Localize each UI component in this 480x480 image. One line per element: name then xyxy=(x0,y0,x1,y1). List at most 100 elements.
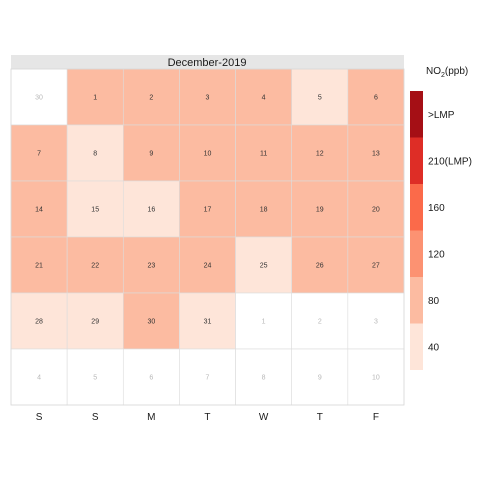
calendar-day-label: 21 xyxy=(35,263,43,270)
legend-title: NO2(ppb) xyxy=(426,66,468,79)
calendar-day-label: 2 xyxy=(318,319,322,326)
calendar-day-label: 4 xyxy=(37,375,41,382)
calendar-day-label: 8 xyxy=(262,375,266,382)
calendar-day-label: 5 xyxy=(318,95,322,102)
calendar-day-label: 5 xyxy=(93,375,97,382)
calendar-day-label: 1 xyxy=(93,95,97,102)
legend-color-band xyxy=(410,137,423,184)
calendar-cell xyxy=(347,292,405,350)
calendar-day-label: 2 xyxy=(149,95,153,102)
calendar-cell xyxy=(122,236,180,294)
calendar-cell xyxy=(347,124,405,182)
panel-border xyxy=(10,68,405,406)
calendar-day-label: 13 xyxy=(372,151,380,158)
calendar-day-label: 9 xyxy=(149,151,153,158)
calendar-cell xyxy=(179,348,236,406)
calendar-day-label: 18 xyxy=(260,207,268,214)
calendar-day-label: 25 xyxy=(260,263,268,270)
weekday-tick-label: S xyxy=(92,412,99,423)
calendar-day-label: 22 xyxy=(91,263,99,270)
calendar-day-label: 12 xyxy=(316,151,324,158)
calendar-day-label: 10 xyxy=(204,151,212,158)
calendar-cell xyxy=(291,236,349,294)
calendar-cell xyxy=(179,236,236,294)
calendar-cell xyxy=(66,180,124,238)
calendar-cell xyxy=(179,180,236,238)
calendar-cell xyxy=(10,68,68,126)
calendar-day-label: 28 xyxy=(35,319,43,326)
calendar-cell xyxy=(122,180,180,238)
weekday-tick-label: M xyxy=(147,412,155,423)
calendar-day-label: 9 xyxy=(318,375,322,382)
legend-band-label: 80 xyxy=(428,296,440,307)
calendar-cell xyxy=(179,124,236,182)
calendar-day-label: 20 xyxy=(372,207,380,214)
calendar-cell xyxy=(291,180,349,238)
calendar-cell xyxy=(235,292,292,350)
calendar-cell xyxy=(10,180,68,238)
calendar-cell xyxy=(122,292,180,350)
legend-band-label: 210(LMP) xyxy=(428,156,472,167)
weekday-tick-label: T xyxy=(204,412,210,423)
calendar-day-label: 8 xyxy=(93,151,97,158)
calendar-day-label: 1 xyxy=(262,319,266,326)
legend: 40 80 120 160 210(LMP) >LMP xyxy=(410,91,472,370)
calendar-day-label: 14 xyxy=(35,207,43,214)
chart-title: December-2019 xyxy=(168,57,247,69)
calendar-day-label: 10 xyxy=(372,375,380,382)
legend-band-label: 120 xyxy=(428,249,445,260)
calendar-cell xyxy=(66,124,124,182)
calendar-cell xyxy=(66,236,124,294)
calendar-day-label: 29 xyxy=(91,319,99,326)
calendar-day-label: 15 xyxy=(91,207,99,214)
calendar-day-label: 26 xyxy=(316,263,324,270)
calendar-day-label: 16 xyxy=(147,207,155,214)
strip-background xyxy=(11,55,404,69)
calendar-day-label: 7 xyxy=(206,375,210,382)
calendar-day-label: 24 xyxy=(204,263,212,270)
calendar-day-label: 27 xyxy=(372,263,380,270)
calendar-cell xyxy=(347,68,405,126)
legend-color-band xyxy=(410,277,423,324)
legend-color-band xyxy=(410,184,423,231)
legend-color-band xyxy=(410,91,423,138)
calendar-day-label: 3 xyxy=(206,95,210,102)
calendar-day-label: 3 xyxy=(374,319,378,326)
weekday-tick-label: F xyxy=(373,412,379,423)
legend-color-band xyxy=(410,230,423,277)
calendar-day-label: 4 xyxy=(262,95,266,102)
calendar-day-label: 7 xyxy=(37,151,41,158)
calendar-day-label: 30 xyxy=(35,95,43,102)
calendar-cell xyxy=(10,236,68,294)
weekday-tick-label: T xyxy=(317,412,323,423)
legend-band-label: >LMP xyxy=(428,110,455,121)
calendar-day-label: 30 xyxy=(147,319,155,326)
legend-band-label: 160 xyxy=(428,203,445,214)
calendar-cell xyxy=(122,124,180,182)
legend-title-unit: (ppb) xyxy=(445,66,468,77)
calendar-day-label: 19 xyxy=(316,207,324,214)
calendar-cell xyxy=(235,180,292,238)
calendar-cell xyxy=(235,236,292,294)
legend-title-main: NO xyxy=(426,66,441,77)
calendar-day-label: 11 xyxy=(260,151,267,158)
calendar-cell xyxy=(10,348,68,406)
legend-band-label: 40 xyxy=(428,342,440,353)
calendar-day-label: 6 xyxy=(374,95,378,102)
calendar-day-label: 6 xyxy=(149,375,153,382)
calendar-day-label: 23 xyxy=(147,263,155,270)
calendar-cell xyxy=(10,124,68,182)
weekday-tick-label: W xyxy=(259,412,269,423)
calendar-cell xyxy=(179,292,236,350)
legend-color-band xyxy=(410,323,423,370)
calendar-day-label: 17 xyxy=(204,207,212,214)
weekday-tick-label: S xyxy=(36,412,43,423)
legend-title-subscript: 2 xyxy=(441,72,445,79)
calendar-cell xyxy=(347,236,405,294)
calendar-cell xyxy=(66,348,124,406)
calendar-cell xyxy=(291,292,349,350)
calendar-cell xyxy=(235,124,292,182)
